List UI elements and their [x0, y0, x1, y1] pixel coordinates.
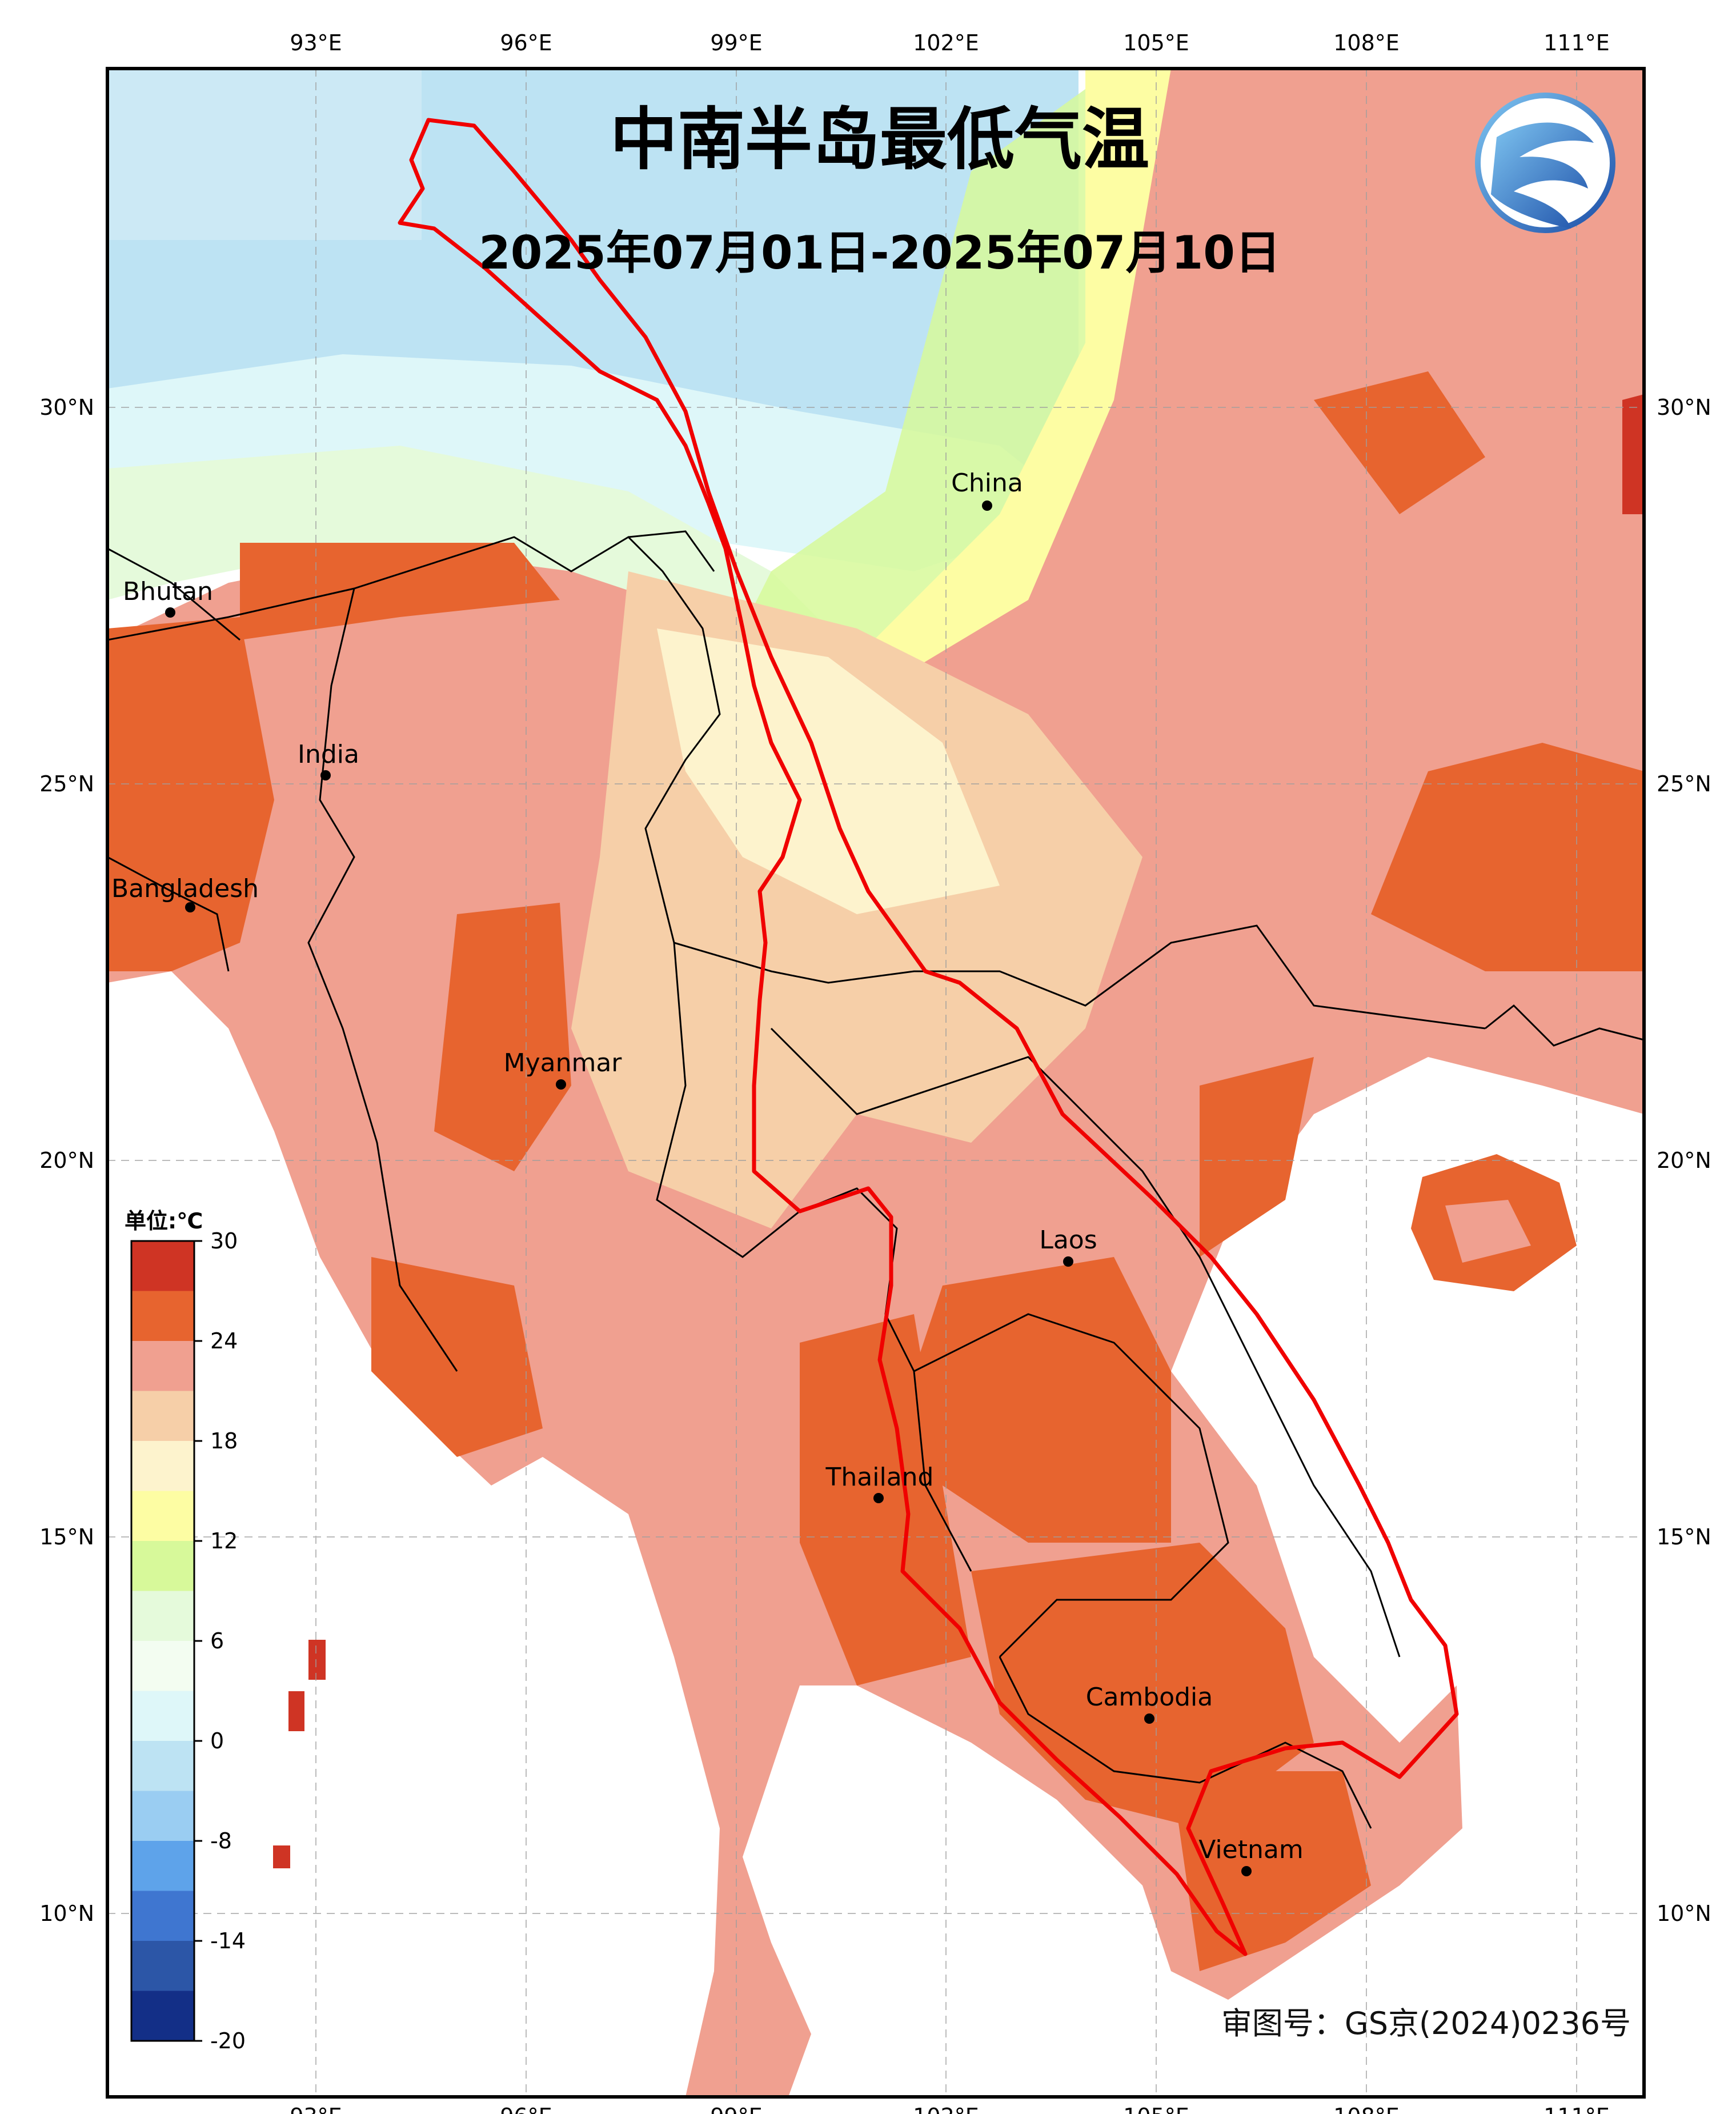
legend-tick-label: -20 [210, 2028, 246, 2053]
legend-swatch [131, 1791, 194, 1841]
latitude-label: 25°N [1657, 771, 1711, 796]
map-body [107, 69, 1644, 2097]
latitude-label: 15°N [39, 1524, 94, 1550]
legend-tick-label: 18 [210, 1428, 238, 1454]
place-dot-india [320, 770, 331, 780]
legend-swatch [131, 1841, 194, 1891]
place-markers: China Bhutan India Bangladesh Myanmar Laos Tha… [111, 469, 1304, 1876]
emblem-logo-icon [1475, 93, 1615, 233]
latitude-label: 15°N [1657, 1524, 1711, 1550]
legend-swatch [131, 1991, 194, 2041]
longitude-label: 96°E [500, 2104, 552, 2114]
longitude-label: 108°E [1333, 30, 1400, 55]
place-label-bhutan: Bhutan [123, 577, 213, 606]
place-label-india: India [298, 740, 359, 769]
date-range: 2025年07月01日-2025年07月10日 [479, 226, 1281, 279]
place-dot-china [982, 501, 992, 511]
legend-swatch [131, 1391, 194, 1442]
latitude-label: 30°N [1657, 395, 1711, 420]
latitude-label: 20°N [1657, 1148, 1711, 1173]
legend-swatch [131, 1241, 194, 1291]
legend-ticks: 30 24 18 12 6 0 -8 -14 -20 [194, 1228, 246, 2053]
legend-swatch [131, 1741, 194, 1791]
longitude-label: 111°E [1543, 2104, 1610, 2114]
map-approval-number: 审图号：GS京(2024)0236号 [1221, 2005, 1631, 2041]
longitude-label: 105°E [1123, 30, 1189, 55]
place-dot-vietnam [1241, 1866, 1252, 1876]
longitude-label: 99°E [710, 30, 762, 55]
latitude-labels-left: 30°N 25°N 20°N 15°N 10°N [39, 395, 94, 1926]
legend-tick-label: 6 [210, 1628, 224, 1653]
place-label-myanmar: Myanmar [504, 1048, 623, 1078]
place-dot-myanmar [556, 1079, 566, 1090]
longitude-label: 99°E [710, 2104, 762, 2114]
longitude-labels-bottom: 93°E 96°E 99°E 102°E 105°E 108°E 111°E [290, 2104, 1609, 2114]
legend-tick-label: -8 [210, 1828, 232, 1853]
longitude-labels-top: 93°E 96°E 99°E 102°E 105°E 108°E 111°E [290, 30, 1609, 55]
legend-tick-label: -14 [210, 1928, 246, 1953]
legend-swatch [131, 1291, 194, 1342]
longitude-label: 96°E [500, 30, 552, 55]
latitude-label: 30°N [39, 395, 94, 420]
legend-swatch [131, 1541, 194, 1591]
latitude-label: 20°N [39, 1148, 94, 1173]
place-label-cambodia: Cambodia [1086, 1683, 1213, 1712]
longitude-label: 102°E [913, 2104, 979, 2114]
place-dot-thailand [873, 1493, 884, 1503]
legend-swatch [131, 1641, 194, 1691]
legend-swatch [131, 1591, 194, 1641]
legend-swatch [131, 1441, 194, 1491]
mekong-basin-outline [398, 118, 1459, 1956]
place-dot-laos [1063, 1256, 1073, 1267]
latitude-labels-right: 30°N 25°N 20°N 15°N 10°N [1657, 395, 1711, 1926]
country-borders [107, 530, 1644, 1829]
place-label-laos: Laos [1039, 1226, 1097, 1255]
place-label-china: China [951, 469, 1023, 498]
legend-tick-label: 0 [210, 1728, 224, 1753]
place-label-bangladesh: Bangladesh [111, 874, 259, 903]
legend-tick-label: 12 [210, 1528, 238, 1554]
legend-tick-label: 24 [210, 1328, 238, 1354]
place-label-thailand: Thailand [825, 1463, 934, 1492]
place-dot-cambodia [1144, 1713, 1154, 1724]
legend-swatches [130, 1240, 195, 2042]
legend-swatch [131, 1491, 194, 1542]
legend-unit: 单位:℃ [125, 1208, 203, 1234]
legend-tick-label: 30 [210, 1228, 238, 1254]
longitude-label: 93°E [290, 30, 342, 55]
longitude-label: 102°E [913, 30, 979, 55]
legend-swatch [131, 1891, 194, 1941]
place-dot-bhutan [165, 607, 175, 618]
latitude-label: 10°N [1657, 1901, 1711, 1926]
map-frame [106, 67, 1646, 2099]
longitude-label: 105°E [1123, 2104, 1189, 2114]
longitude-label: 93°E [290, 2104, 342, 2114]
longitude-label: 108°E [1333, 2104, 1400, 2114]
latitude-label: 25°N [39, 771, 94, 796]
color-legend: 单位:℃ 30 24 18 12 6 0 -8 -14 -20 [125, 1208, 246, 2053]
place-label-vietnam: Vietnam [1198, 1835, 1303, 1864]
legend-swatch [131, 1341, 194, 1391]
map-title: 中南半岛最低气温 [610, 100, 1149, 179]
place-dot-bangladesh [185, 902, 195, 912]
legend-swatch [131, 1941, 194, 1991]
longitude-label: 111°E [1543, 30, 1610, 55]
latitude-label: 10°N [39, 1901, 94, 1926]
legend-swatch [131, 1691, 194, 1741]
